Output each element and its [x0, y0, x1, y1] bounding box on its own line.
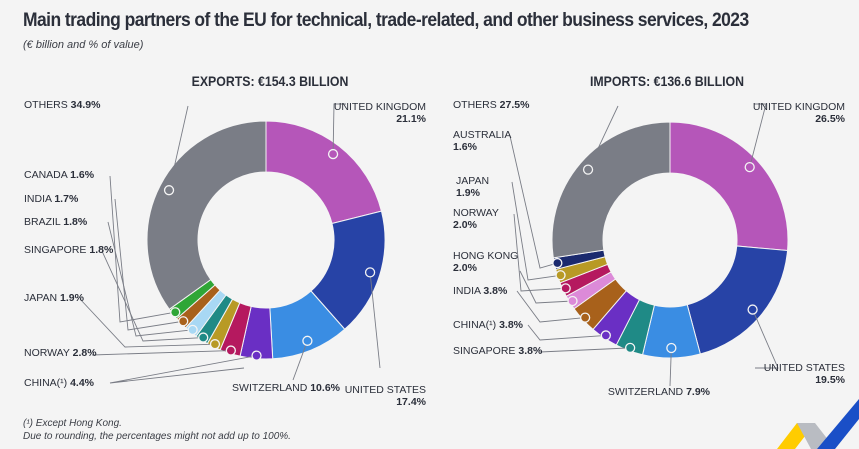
- slice-united-kingdom: [265, 120, 383, 225]
- leader-line-china: [527, 324, 606, 341]
- slice-label-australia: AUSTRALIA 1.6%: [453, 129, 511, 153]
- slice-marker-canada: [170, 307, 181, 318]
- slice-marker-united-kingdom: [744, 161, 755, 173]
- slice-label-switzerland: SWITZERLAND 10.6%: [232, 382, 341, 394]
- slice-marker-united-kingdom: [327, 148, 339, 160]
- slice-marker-united-states: [747, 304, 758, 315]
- slice-label-china: CHINA(¹) 4.4%: [24, 377, 95, 389]
- slice-label-japan: JAPAN 1.9%: [456, 175, 489, 199]
- slice-others: [551, 121, 671, 259]
- chart-subtitle: (€ billion and % of value): [23, 39, 144, 51]
- slice-marker-hong-kong: [567, 295, 578, 307]
- slice-united-states: [686, 245, 789, 355]
- slice-marker-united-states: [364, 267, 376, 278]
- footnote-rounding: Due to rounding, the percentages might n…: [23, 431, 291, 442]
- slice-marker-china: [251, 350, 262, 361]
- slice-label-singapore: SINGAPORE 1.8%: [24, 244, 114, 256]
- leader-line-others: [587, 105, 619, 170]
- slice-marker-singapore: [624, 342, 636, 354]
- leader-line-singapore: [101, 250, 204, 342]
- leader-line-switzerland: [669, 347, 672, 387]
- exports-donut: UNITED KINGDOM 21.1% UNITED STATES 17.4% SWI…: [24, 99, 427, 408]
- leader-line-united-states: [752, 309, 779, 369]
- slice-marker-singapore: [198, 332, 209, 343]
- slice-label-united-kingdom: UNITED KINGDOM 21.1%: [334, 101, 427, 125]
- slice-label-india: INDIA 1.7%: [24, 193, 79, 205]
- chart-title: Main trading partners of the EU for tech…: [23, 10, 749, 31]
- slice-label-united-states: UNITED STATES 19.5%: [764, 362, 846, 386]
- slice-label-india: INDIA 3.8%: [453, 285, 508, 297]
- slice-label-norway: NORWAY 2.8%: [24, 347, 97, 359]
- slice-marker-others: [163, 185, 175, 196]
- slice-label-others: OTHERS 27.5%: [453, 99, 530, 111]
- slice-united-kingdom: [669, 121, 789, 252]
- slice-label-united-states: UNITED STATES 17.4%: [345, 384, 427, 408]
- slice-marker-brazil: [187, 324, 198, 335]
- slice-marker-japan: [209, 339, 221, 350]
- slice-label-others: OTHERS 34.9%: [24, 99, 101, 111]
- slice-label-japan: JAPAN 1.9%: [24, 292, 85, 304]
- leader-line-brazil: [107, 221, 193, 337]
- leader-line-hong-kong: [519, 270, 573, 304]
- leader-line-canada: [109, 175, 176, 323]
- imports-donut: UNITED KINGDOM 26.5% UNITED STATES 19.5% SWI…: [453, 99, 846, 398]
- leader-line-china: [109, 355, 257, 384]
- slice-marker-india: [178, 316, 189, 327]
- slice-label-china: CHINA(¹) 3.8%: [453, 319, 524, 331]
- exports-heading: EXPORTS: €154.3 BILLION: [191, 73, 349, 89]
- slice-marker-norway: [560, 283, 571, 294]
- leader-line-india: [516, 290, 586, 323]
- leader-line-india: [114, 198, 184, 331]
- leader-line-japan: [511, 181, 561, 281]
- slice-marker-others: [582, 164, 594, 175]
- leader-line-united-states: [369, 272, 381, 369]
- leader-line-norway: [513, 213, 566, 292]
- slice-others: [146, 120, 267, 311]
- leader-line-others: [168, 105, 189, 191]
- leader-line-switzerland: [292, 340, 308, 381]
- leader-line-united-kingdom: [749, 103, 767, 168]
- leader-line-japan: [79, 298, 215, 348]
- leader-line-united-kingdom: [332, 103, 346, 155]
- slice-label-switzerland: SWITZERLAND 7.9%: [608, 386, 711, 398]
- slice-marker-china: [600, 330, 611, 341]
- slice-marker-australia: [552, 257, 563, 269]
- slice-label-canada: CANADA 1.6%: [24, 169, 95, 181]
- slice-marker-japan: [555, 270, 566, 281]
- slice-marker-india: [579, 312, 591, 323]
- leader-line-australia: [509, 135, 558, 269]
- leader-line-singapore: [539, 347, 631, 353]
- slice-label-united-kingdom: UNITED KINGDOM 26.5%: [753, 101, 846, 125]
- slice-label-brazil: BRAZIL 1.8%: [24, 216, 88, 228]
- imports-heading: IMPORTS: €136.6 BILLION: [589, 73, 745, 89]
- slice-label-norway: NORWAY 2.0%: [453, 207, 499, 231]
- slice-marker-switzerland: [302, 335, 313, 346]
- slice-label-singapore: SINGAPORE 3.8%: [453, 345, 543, 357]
- eurostat-logo: [759, 389, 859, 449]
- slice-label-hong-kong: HONG KONG 2.0%: [453, 250, 518, 274]
- slice-marker-switzerland: [666, 342, 677, 354]
- footnote-china: (¹) Except Hong Kong.: [23, 418, 122, 429]
- leader-line-norway: [91, 350, 231, 356]
- slice-marker-norway: [225, 345, 236, 356]
